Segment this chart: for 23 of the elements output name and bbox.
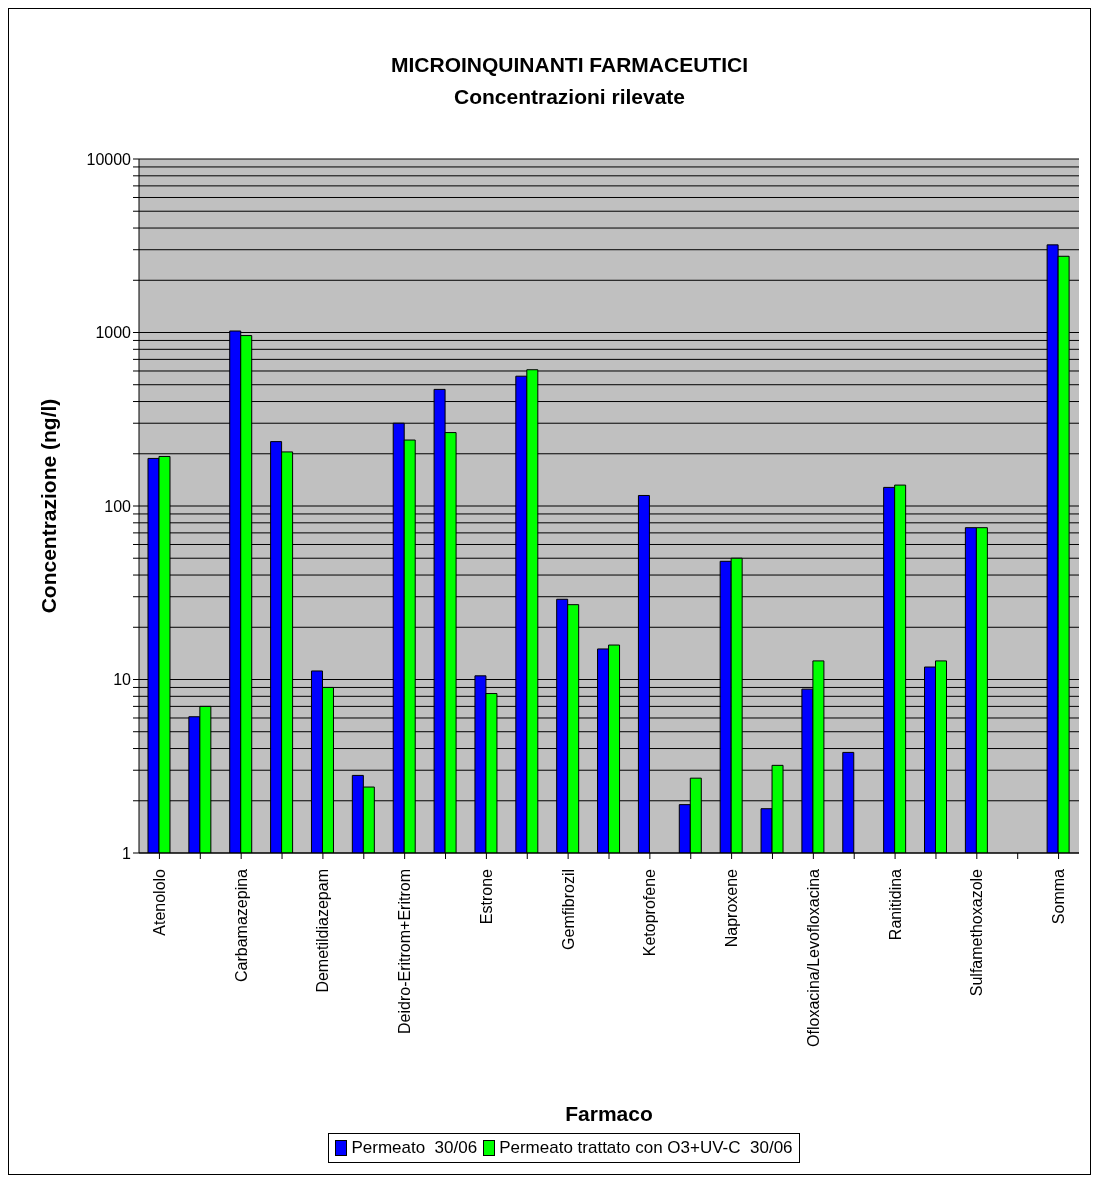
y-tick-label: 10: [113, 671, 132, 689]
x-tick-label: Ketoprofene: [641, 868, 659, 957]
x-tick-label: Naproxene: [723, 868, 741, 948]
y-tick-label: 10000: [86, 150, 132, 168]
y-axis-title: Concentrazione (ng/l): [37, 398, 61, 614]
x-tick-label: Demetildiazepam: [314, 869, 332, 993]
x-tick-label: Ranitidina: [886, 868, 904, 941]
x-tick-label: Somma: [1050, 868, 1068, 925]
legend-label: Permeato 30/06: [351, 1138, 478, 1158]
x-tick-label: Sulfamethoxazole: [968, 868, 986, 997]
y-tick-label: 1: [122, 844, 132, 862]
legend-label: Permeato trattato con O3+UV-C 30/06: [499, 1138, 793, 1158]
y-tick-label: 100: [104, 497, 132, 515]
chart-title: MICROINQUINANTI FARMACEUTICI: [390, 52, 749, 78]
x-tick-label: Ofloxacina/Levofloxacina: [804, 868, 822, 1047]
y-tick-label: 1000: [95, 324, 132, 342]
x-tick-label: Atenololo: [150, 868, 168, 936]
x-tick-label: Deidro-Eritrom+Eritrom: [396, 869, 414, 1034]
chart-subtitle: Concentrazioni rilevate: [452, 84, 687, 110]
x-tick-label: Carbamazepina: [232, 868, 250, 982]
x-tick-label: Estrone: [477, 868, 495, 925]
x-axis-title: Farmaco: [565, 1102, 653, 1125]
x-tick-label: Gemfibrozil: [559, 869, 577, 950]
